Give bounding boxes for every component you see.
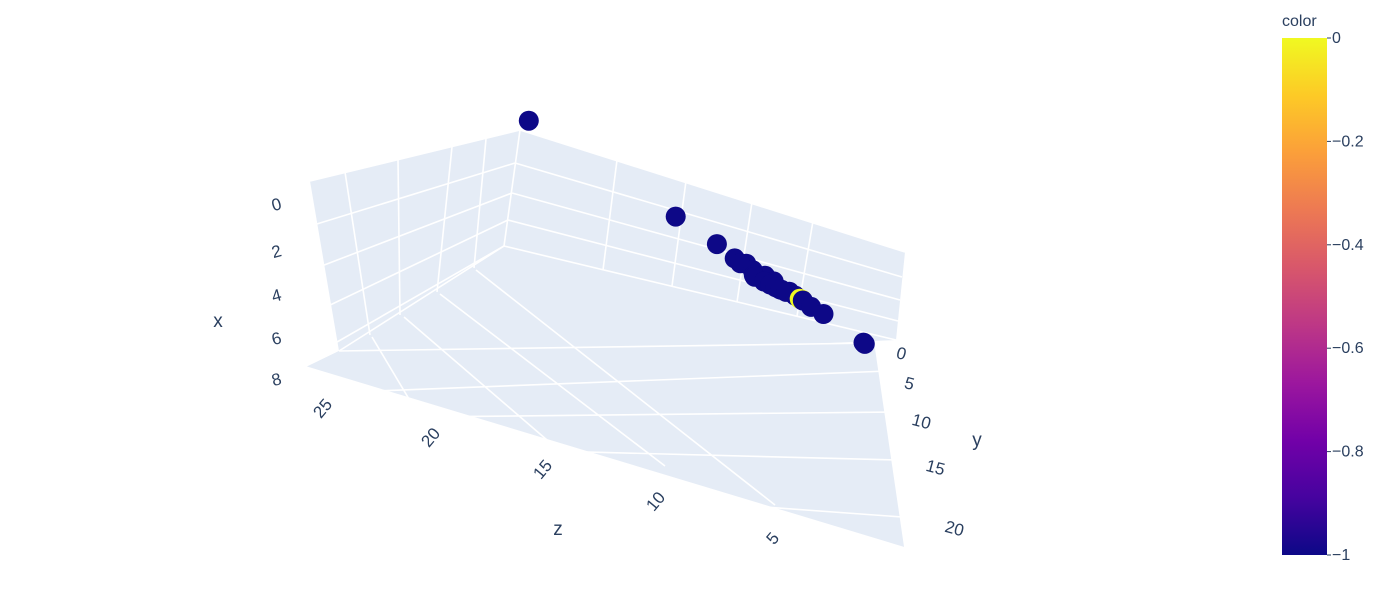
- x-axis-ticks: 0 2 4 6 8: [270, 194, 284, 390]
- colorbar-title: color: [1282, 13, 1317, 30]
- colorbar: color 0 −0.2 −0.4 −0.6 −0.8 −1: [1282, 13, 1364, 564]
- floor-pane-front: [306, 343, 905, 548]
- y-tick-label: 5: [902, 373, 916, 394]
- z-tick-label: 20: [417, 424, 444, 451]
- scatter-markers: [518, 110, 875, 354]
- y-axis-title: y: [972, 430, 982, 451]
- colorbar-tick-label: −1: [1332, 547, 1350, 564]
- x-tick-label: 2: [270, 241, 284, 262]
- z-axis-title: z: [553, 519, 563, 540]
- data-point: [518, 110, 539, 131]
- side-wall-pane: [504, 130, 905, 340]
- x-tick-label: 0: [270, 194, 284, 215]
- data-point: [813, 304, 834, 324]
- colorbar-tick-label: −0.6: [1332, 340, 1364, 357]
- colorbar-tick-label: 0: [1332, 30, 1341, 47]
- y-tick-label: 20: [943, 517, 966, 540]
- z-tick-label: 15: [529, 456, 556, 483]
- scene-grid: [303, 129, 906, 549]
- data-point: [854, 333, 875, 354]
- data-point: [706, 234, 727, 255]
- data-point: [665, 206, 686, 227]
- colorbar-tick-label: −0.4: [1332, 237, 1364, 254]
- y-tick-label: 10: [910, 410, 933, 433]
- x-axis-title: x: [213, 311, 223, 332]
- x-tick-label: 8: [270, 369, 284, 390]
- z-tick-label: 10: [642, 488, 669, 515]
- x-tick-label: 4: [270, 285, 284, 306]
- colorbar-tick-label: −0.8: [1332, 444, 1364, 461]
- back-wall-pane: [310, 130, 520, 351]
- z-tick-label: 5: [762, 529, 783, 548]
- y-tick-label: 15: [924, 456, 947, 479]
- floor-pane: [306, 246, 896, 367]
- colorbar-tick-label: −0.2: [1332, 133, 1364, 150]
- scene-panes: [306, 130, 905, 548]
- y-axis-ticks: 0 5 10 15 20: [894, 343, 966, 540]
- x-tick-label: 6: [270, 328, 284, 349]
- colorbar-ticks: 0 −0.2 −0.4 −0.6 −0.8 −1: [1327, 30, 1364, 564]
- y-tick-label: 0: [894, 343, 908, 364]
- colorbar-gradient: [1282, 38, 1327, 555]
